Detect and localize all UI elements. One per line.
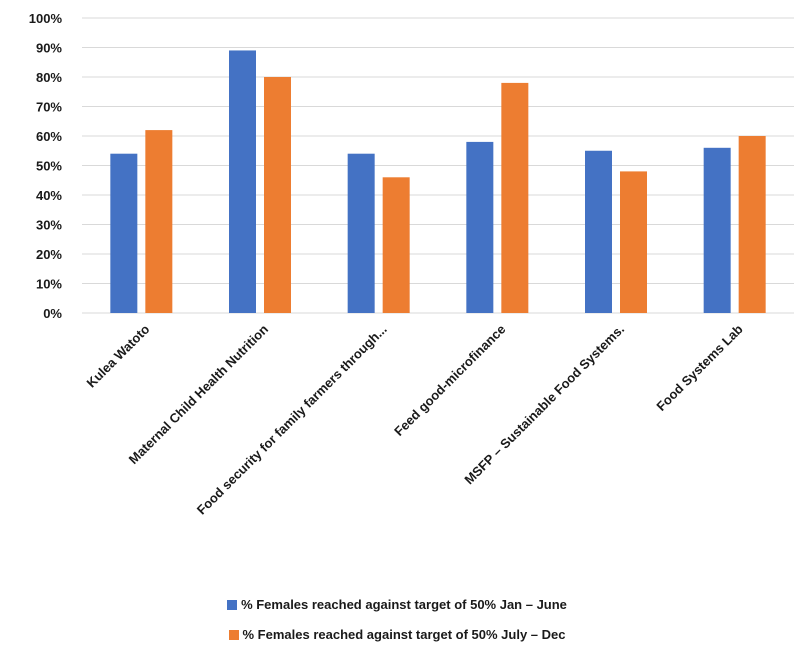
legend-label-jan-june: % Females reached against target of 50% … (241, 597, 567, 612)
bar-july-dec (501, 82, 529, 314)
bar-jan-june (229, 50, 256, 313)
x-category-label: Food Systems Lab (653, 321, 745, 413)
y-axis-tick-labels: 0% 10% 20% 30% 40% 50% 60% 70% 80% 90% 100% (29, 11, 63, 321)
y-tick-label: 60% (36, 129, 62, 144)
legend-entry-jan-june: % Females reached against target of 50% … (227, 597, 567, 612)
y-tick-label: 80% (36, 70, 62, 85)
bar-july-dec (620, 171, 647, 313)
bar-jan-june (466, 141, 494, 313)
y-tick-label: 90% (36, 41, 62, 56)
bar-jan-june (703, 147, 731, 313)
legend-swatch-orange (228, 629, 239, 640)
bar-jan-june (347, 153, 375, 313)
bar-july-dec (382, 177, 410, 313)
y-tick-label: 0% (43, 306, 62, 321)
bars (110, 50, 766, 314)
x-category-label: Kulea Watoto (83, 321, 152, 390)
y-tick-label: 20% (36, 247, 62, 262)
y-tick-label: 30% (36, 218, 62, 233)
x-category-label: Feed good-microfinance (391, 322, 508, 439)
bar-july-dec (264, 77, 291, 313)
bar-july-dec (145, 130, 173, 313)
bar-july-dec (738, 136, 766, 313)
y-tick-label: 100% (29, 11, 63, 26)
x-category-label: Food security for family farmers through… (194, 322, 390, 518)
y-tick-label: 40% (36, 188, 62, 203)
legend-swatch-blue (227, 599, 238, 610)
y-tick-label: 70% (36, 100, 62, 115)
y-tick-label: 10% (36, 277, 62, 292)
gridlines (82, 17, 794, 314)
bar-jan-june (585, 150, 612, 313)
legend-series-1: % Females reached against target of 50% … (0, 597, 794, 612)
legend-series-2: % Females reached against target of 50% … (0, 627, 794, 642)
x-category-label: Maternal Child Health Nutrition (126, 321, 271, 466)
legend-label-july-dec: % Females reached against target of 50% … (242, 627, 566, 642)
y-tick-label: 50% (36, 159, 62, 174)
bar-jan-june (110, 153, 138, 313)
legend-entry-july-dec: % Females reached against target of 50% … (228, 627, 566, 642)
